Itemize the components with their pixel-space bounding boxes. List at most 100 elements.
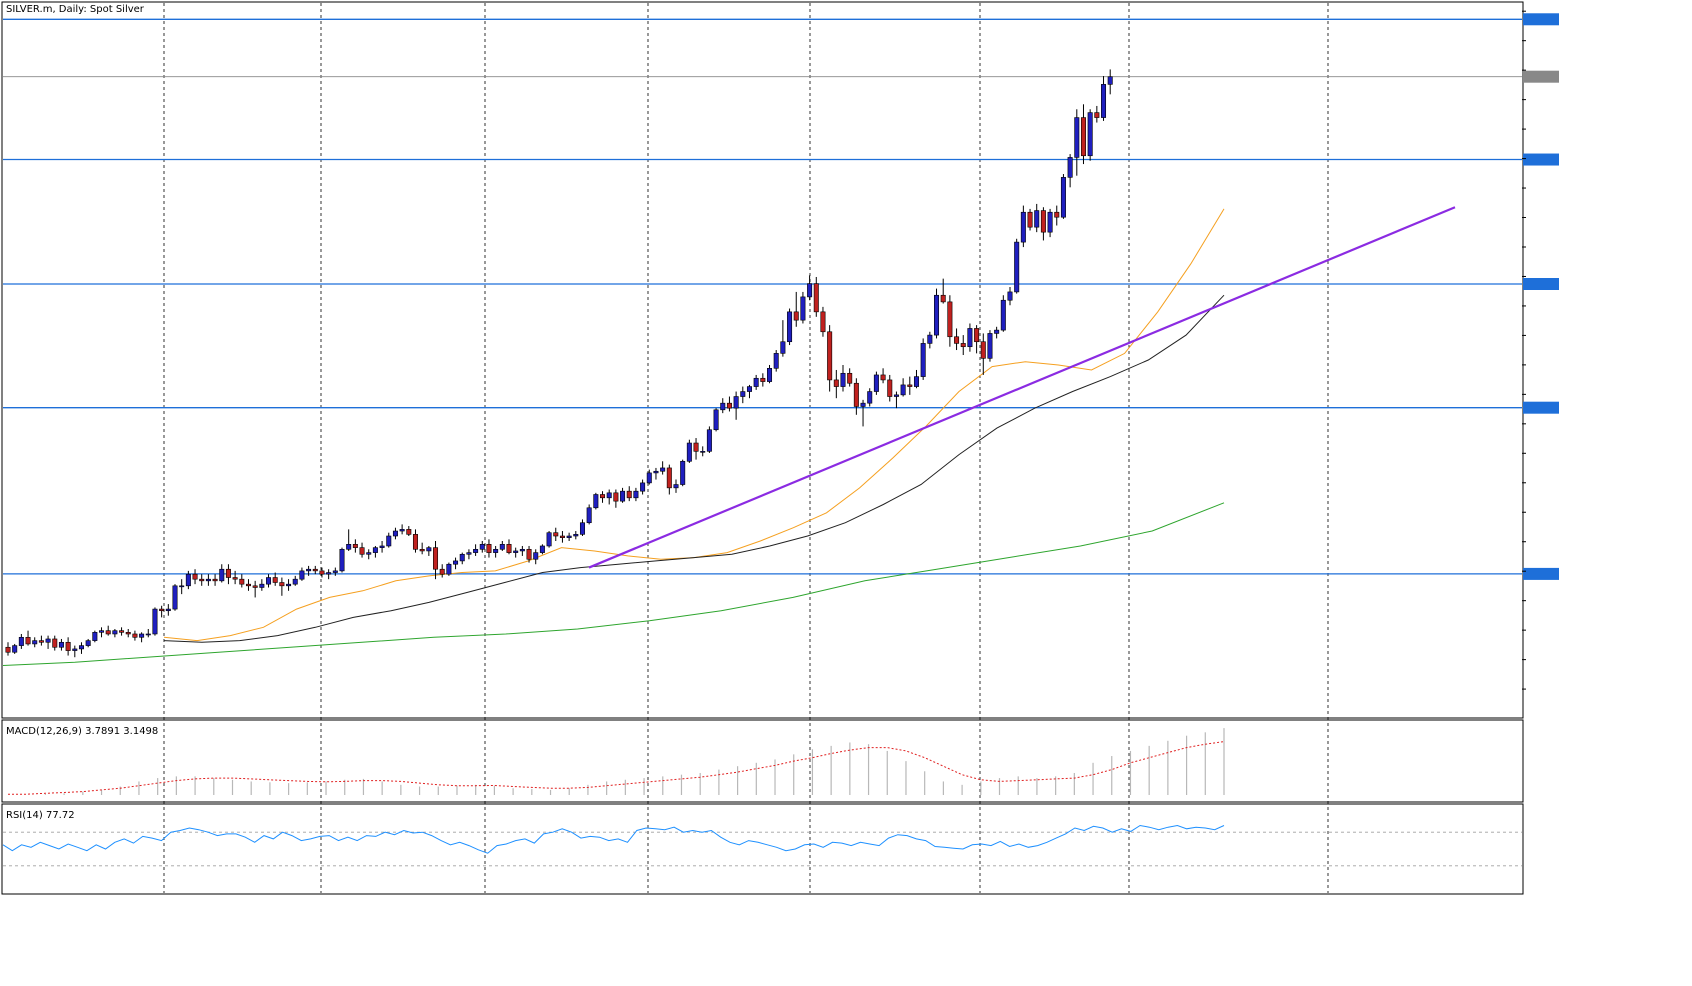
candle <box>593 492 599 510</box>
candle <box>119 627 125 636</box>
candle-body <box>339 548 345 572</box>
candle <box>1060 174 1066 219</box>
candle-body <box>1054 211 1060 218</box>
candle-body <box>139 633 145 638</box>
candle <box>653 467 659 480</box>
candle <box>713 408 719 432</box>
chart-title: SILVER.m, Daily: Spot Silver <box>6 4 145 15</box>
candle <box>473 544 479 556</box>
candle <box>152 607 158 636</box>
level-label-bg-0 <box>1523 13 1559 26</box>
candle <box>65 637 71 656</box>
candle-body <box>713 409 719 431</box>
moving-averages <box>2 208 1225 666</box>
candle-body <box>954 336 960 344</box>
candle <box>339 547 345 573</box>
candle-body <box>412 534 418 550</box>
candle <box>800 291 806 324</box>
candle-body <box>660 467 666 472</box>
candle <box>392 527 398 540</box>
candle-body <box>700 451 706 453</box>
candle-body <box>152 608 158 635</box>
candle <box>893 391 899 409</box>
candle <box>533 549 539 565</box>
candle-body <box>379 545 385 548</box>
candle <box>913 369 919 389</box>
candle-body <box>780 341 786 354</box>
candle <box>399 524 405 535</box>
candle-body <box>653 470 659 474</box>
candle-body <box>1040 210 1046 233</box>
candle-body <box>960 343 966 348</box>
candle <box>873 371 879 395</box>
candle <box>192 569 198 585</box>
candle-body <box>860 402 866 407</box>
candle-body <box>386 535 392 547</box>
candle-body <box>927 334 933 344</box>
candle <box>326 569 332 580</box>
candle-body <box>686 442 692 462</box>
candle <box>5 642 11 656</box>
candle-body <box>433 547 439 570</box>
candle-body <box>172 585 178 610</box>
candle-body <box>225 568 231 578</box>
candle <box>205 574 211 586</box>
candle <box>272 572 278 586</box>
candle-body <box>299 570 305 580</box>
candle <box>439 564 445 578</box>
candle-body <box>539 545 545 553</box>
candle <box>686 439 692 463</box>
candle-body <box>1034 210 1040 228</box>
candle <box>406 526 412 537</box>
candle <box>954 328 960 351</box>
candle-body <box>1047 211 1053 233</box>
candle-body <box>526 548 532 560</box>
candle-body <box>192 573 198 580</box>
candle-body <box>640 482 646 492</box>
candle <box>145 628 151 638</box>
candle <box>78 642 84 654</box>
candle <box>1074 109 1080 176</box>
candle <box>553 527 559 541</box>
candle-body <box>125 632 131 635</box>
candle-body <box>553 532 559 537</box>
candle-body <box>853 382 859 407</box>
candle-body <box>606 492 612 499</box>
candle <box>426 545 432 556</box>
candle <box>1040 207 1046 241</box>
candle <box>920 338 926 380</box>
candle-body <box>352 544 358 548</box>
candle <box>479 540 485 553</box>
candle-body <box>12 645 18 653</box>
candle <box>947 295 953 347</box>
candle-body <box>245 583 251 587</box>
candle-body <box>419 548 425 552</box>
candle-body <box>78 645 84 650</box>
candle <box>733 391 739 420</box>
candle <box>1034 203 1040 233</box>
candle <box>847 368 853 387</box>
candle <box>112 628 118 638</box>
candle-body <box>893 394 899 397</box>
candles[interactable] <box>5 69 1113 658</box>
candle <box>860 399 866 427</box>
candle-body <box>326 572 332 575</box>
candle-body <box>473 548 479 553</box>
candle-body <box>947 301 953 338</box>
candle-body <box>272 577 278 583</box>
candle <box>1020 205 1026 248</box>
candle-body <box>279 582 285 587</box>
candle <box>52 635 58 651</box>
candle-body <box>252 585 258 588</box>
candle-body <box>426 547 432 552</box>
candle-body <box>292 578 298 585</box>
candle <box>92 630 98 643</box>
candle-body <box>773 353 779 369</box>
candle <box>519 545 525 556</box>
candle <box>1014 238 1020 294</box>
candle <box>833 369 839 399</box>
candle-body <box>219 568 225 582</box>
candle <box>526 545 532 563</box>
candle <box>513 547 519 558</box>
candle <box>680 459 686 487</box>
